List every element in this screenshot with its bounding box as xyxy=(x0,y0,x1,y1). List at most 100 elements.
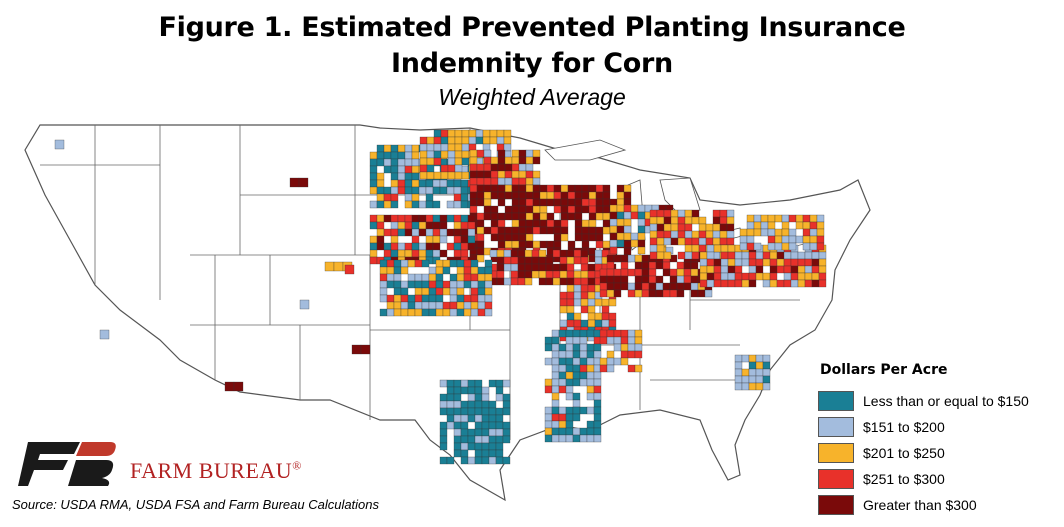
county-cell xyxy=(566,256,575,265)
county-cell xyxy=(613,282,622,291)
county-cell xyxy=(418,214,427,223)
county-cell xyxy=(495,407,504,416)
county-cell xyxy=(425,228,434,237)
county-cell xyxy=(627,254,636,263)
county-cell xyxy=(421,287,430,296)
county-cell xyxy=(683,268,692,277)
county-cell xyxy=(497,226,506,235)
county-cell xyxy=(595,233,604,242)
county-cell xyxy=(324,261,335,272)
county-cell xyxy=(439,221,448,230)
county-cell xyxy=(613,268,622,277)
county-cell xyxy=(418,249,427,258)
county-cell xyxy=(446,386,455,395)
county-cell xyxy=(470,266,479,275)
county-cell xyxy=(446,400,455,409)
county-cell xyxy=(558,378,567,387)
county-cell xyxy=(474,379,483,388)
county-cell xyxy=(495,379,504,388)
county-cell xyxy=(579,343,588,352)
county-cell xyxy=(517,277,526,286)
county-cell xyxy=(483,170,492,179)
county-cell xyxy=(616,204,625,213)
county-cell xyxy=(587,319,596,328)
county-cell xyxy=(390,228,399,237)
county-cell xyxy=(425,235,434,244)
county-cell xyxy=(504,212,513,221)
county-cell xyxy=(608,298,617,307)
county-cell xyxy=(706,258,715,267)
county-cell xyxy=(490,226,499,235)
county-cell xyxy=(376,193,385,202)
county-cell xyxy=(572,329,581,338)
county-cell xyxy=(532,177,541,186)
county-cell xyxy=(551,392,560,401)
county-cell xyxy=(390,193,399,202)
county-cell xyxy=(390,242,399,251)
county-cell xyxy=(727,258,736,267)
county-cell xyxy=(539,191,548,200)
county-cell xyxy=(524,256,533,265)
county-cell xyxy=(593,343,602,352)
county-cell xyxy=(594,298,603,307)
county-cell xyxy=(669,289,678,298)
county-cell xyxy=(623,204,632,213)
county-cell xyxy=(518,240,527,249)
county-cell xyxy=(559,305,568,314)
county-cell xyxy=(551,371,560,380)
county-cell xyxy=(442,301,451,310)
county-cell xyxy=(386,259,395,268)
county-cell xyxy=(586,364,595,373)
county-cell xyxy=(481,435,490,444)
county-cell xyxy=(439,400,448,409)
county-cell xyxy=(383,193,392,202)
county-cell xyxy=(446,456,455,465)
county-cell xyxy=(809,242,818,251)
county-cell xyxy=(418,242,427,251)
county-cell xyxy=(634,275,643,284)
county-cell xyxy=(637,232,646,241)
county-cell xyxy=(558,329,567,338)
county-cell xyxy=(454,129,463,138)
county-cell xyxy=(518,170,527,179)
county-cell xyxy=(497,170,506,179)
county-cell xyxy=(476,184,485,193)
county-fill-layer xyxy=(54,129,827,465)
county-cell xyxy=(442,308,451,317)
county-cell xyxy=(609,225,618,234)
county-cell xyxy=(581,184,590,193)
county-cell xyxy=(580,277,589,286)
county-cell xyxy=(546,226,555,235)
county-cell xyxy=(623,211,632,220)
county-cell xyxy=(634,350,643,359)
county-cell xyxy=(579,350,588,359)
county-cell xyxy=(560,198,569,207)
county-cell xyxy=(602,212,611,221)
county-cell xyxy=(816,235,825,244)
county-cell xyxy=(602,198,611,207)
county-cell xyxy=(553,191,562,200)
county-cell xyxy=(446,228,455,237)
county-cell xyxy=(376,228,385,237)
lake-superior xyxy=(544,139,627,161)
county-cell xyxy=(676,268,685,277)
county-cell xyxy=(552,249,561,258)
county-cell xyxy=(656,223,665,232)
county-cell xyxy=(818,272,827,281)
county-cell xyxy=(490,177,499,186)
county-cell xyxy=(670,230,679,239)
county-cell xyxy=(734,354,743,363)
county-cell xyxy=(783,279,792,288)
county-cell xyxy=(677,223,686,232)
county-cell xyxy=(476,254,485,263)
county-cell xyxy=(360,344,371,355)
county-cell xyxy=(421,259,430,268)
county-cell xyxy=(439,214,448,223)
county-cell xyxy=(776,265,785,274)
county-cell xyxy=(656,230,665,239)
county-cell xyxy=(691,216,700,225)
county-cell xyxy=(586,420,595,429)
county-cell xyxy=(588,191,597,200)
county-cell xyxy=(518,198,527,207)
county-cell xyxy=(663,230,672,239)
